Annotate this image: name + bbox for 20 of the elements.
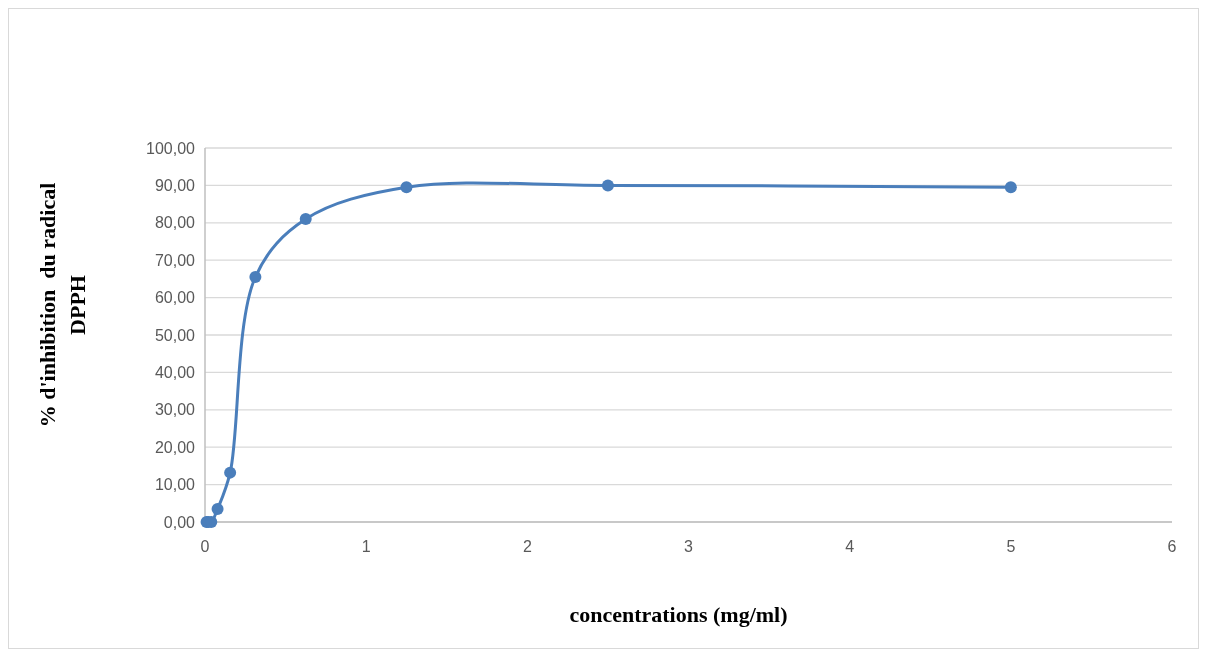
x-axis-title: concentrations (mg/ml) bbox=[569, 602, 788, 627]
x-tick-label: 3 bbox=[684, 538, 694, 555]
x-tick-label: 2 bbox=[522, 538, 532, 555]
y-tick-label: 90,00 bbox=[154, 177, 196, 194]
y-tick-label: 50,00 bbox=[154, 326, 196, 344]
x-tick-label: 6 bbox=[1167, 538, 1177, 555]
x-tick-label: 4 bbox=[845, 538, 855, 555]
y-axis-title: % d'inhibition du radical DPPH bbox=[35, 182, 90, 428]
y-tick-label: 40,00 bbox=[154, 364, 196, 381]
x-tick-label: 1 bbox=[361, 538, 371, 555]
y-tick-label: 10,00 bbox=[154, 476, 196, 494]
y-tick-label: 80,00 bbox=[154, 214, 196, 232]
y-tick-label: 20,00 bbox=[154, 438, 196, 456]
y-tick-label: 70,00 bbox=[154, 251, 196, 269]
y-tick-label: 30,00 bbox=[154, 401, 196, 419]
x-tick-label: 5 bbox=[1006, 538, 1016, 555]
y-tick-label: 60,00 bbox=[154, 289, 196, 307]
y-tick-label: 0,00 bbox=[163, 513, 196, 531]
x-tick-label: 0 bbox=[200, 538, 210, 555]
y-tick-label: 100,00 bbox=[146, 139, 196, 157]
